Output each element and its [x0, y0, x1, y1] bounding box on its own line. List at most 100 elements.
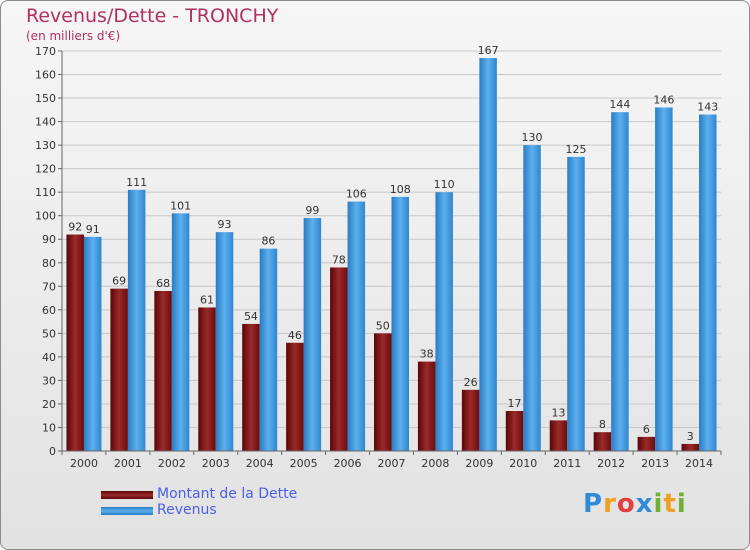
data-label-dette: 54	[244, 310, 258, 323]
data-label-dette: 68	[156, 277, 170, 290]
bar-revenus	[699, 114, 717, 451]
x-tick-label: 2010	[509, 457, 537, 470]
bar-dette	[593, 432, 612, 451]
chart-subtitle: (en milliers d'€)	[26, 29, 121, 43]
y-tick-label: 10	[42, 421, 56, 434]
y-tick-label: 70	[42, 280, 56, 293]
bar-revenus	[391, 196, 409, 451]
x-tick-label: 2001	[114, 457, 142, 470]
bar-revenus	[655, 107, 673, 452]
bar-dette	[110, 288, 128, 451]
y-tick-label: 170	[35, 45, 56, 58]
y-tick-label: 130	[35, 139, 56, 152]
data-label-dette: 61	[200, 293, 214, 306]
bar-revenus	[611, 112, 629, 452]
data-label-revenus: 143	[697, 101, 718, 114]
data-label-dette: 78	[332, 253, 346, 266]
legend-label-revenus: Revenus	[157, 502, 217, 518]
data-label-revenus: 101	[170, 199, 191, 212]
bar-dette	[461, 389, 480, 451]
x-tick-label: 2006	[334, 457, 362, 470]
x-tick-label: 2008	[421, 457, 449, 470]
bar-dette	[549, 420, 568, 451]
x-tick-label: 2013	[641, 457, 669, 470]
bar-revenus	[215, 232, 234, 451]
data-label-dette: 3	[687, 430, 694, 443]
bar-dette	[242, 323, 260, 451]
bar-dette	[330, 267, 348, 451]
x-tick-label: 2007	[378, 457, 406, 470]
bar-revenus	[435, 192, 453, 452]
x-tick-label: 2012	[597, 457, 625, 470]
data-label-dette: 26	[464, 376, 478, 389]
data-label-revenus: 99	[305, 204, 319, 217]
x-tick-label: 2011	[553, 457, 581, 470]
y-tick-label: 50	[42, 327, 56, 340]
bar-dette	[637, 436, 656, 451]
data-label-dette: 69	[112, 275, 126, 288]
data-label-revenus: 108	[390, 183, 411, 196]
data-label-dette: 8	[599, 418, 606, 431]
bar-revenus	[303, 218, 322, 451]
bar-dette	[198, 307, 216, 451]
legend-swatch-revenus	[101, 507, 153, 515]
bar-revenus	[479, 58, 497, 451]
y-tick-label: 110	[35, 186, 56, 199]
y-tick-label: 150	[35, 92, 56, 105]
x-tick-label: 2004	[246, 457, 274, 470]
data-label-dette: 38	[420, 348, 434, 361]
data-label-revenus: 125	[565, 143, 586, 156]
bar-dette	[154, 291, 172, 451]
y-tick-label: 60	[42, 304, 56, 317]
chart-title: Revenus/Dette - TRONCHY	[26, 5, 279, 27]
x-tick-label: 2002	[158, 457, 186, 470]
y-tick-label: 30	[42, 374, 56, 387]
data-label-dette: 92	[68, 221, 82, 234]
data-label-revenus: 111	[126, 176, 147, 189]
data-label-revenus: 146	[653, 93, 674, 106]
data-label-revenus: 110	[434, 178, 455, 191]
data-label-revenus: 144	[609, 98, 630, 111]
bar-revenus	[83, 236, 102, 451]
data-label-revenus: 167	[478, 44, 499, 57]
proxiti-logo: Proxiti	[583, 489, 687, 519]
bar-revenus	[523, 145, 541, 451]
y-tick-label: 80	[42, 257, 56, 270]
y-tick-label: 140	[35, 116, 56, 129]
bar-dette	[66, 234, 84, 451]
x-tick-label: 2009	[465, 457, 493, 470]
bar-dette	[286, 342, 304, 451]
bar-revenus	[347, 201, 366, 451]
x-tick-label: 2005	[290, 457, 318, 470]
data-label-dette: 6	[643, 423, 650, 436]
bar-revenus	[567, 156, 585, 451]
y-tick-label: 20	[42, 398, 56, 411]
x-tick-label: 2014	[685, 457, 713, 470]
data-label-dette: 17	[508, 397, 522, 410]
data-label-revenus: 106	[346, 188, 367, 201]
bar-revenus	[259, 248, 278, 451]
bar-dette	[374, 333, 392, 451]
data-label-revenus: 93	[218, 218, 232, 231]
data-label-dette: 50	[376, 319, 390, 332]
data-label-revenus: 130	[522, 131, 543, 144]
legend-label-dette: Montant de la Dette	[157, 486, 298, 502]
data-label-dette: 13	[551, 406, 565, 419]
y-tick-label: 90	[42, 233, 56, 246]
y-tick-label: 100	[35, 210, 56, 223]
data-label-dette: 46	[288, 329, 302, 342]
y-tick-label: 120	[35, 163, 56, 176]
legend-swatch-dette	[101, 491, 153, 499]
y-tick-label: 40	[42, 351, 56, 364]
data-label-revenus: 86	[261, 235, 275, 248]
bar-dette	[681, 443, 700, 451]
x-tick-label: 2003	[202, 457, 230, 470]
bar-dette	[417, 361, 436, 451]
x-tick-label: 2000	[70, 457, 98, 470]
data-label-revenus: 91	[86, 223, 100, 236]
y-tick-label: 0	[49, 445, 56, 458]
bar-revenus	[127, 189, 146, 451]
bar-revenus	[171, 213, 190, 451]
